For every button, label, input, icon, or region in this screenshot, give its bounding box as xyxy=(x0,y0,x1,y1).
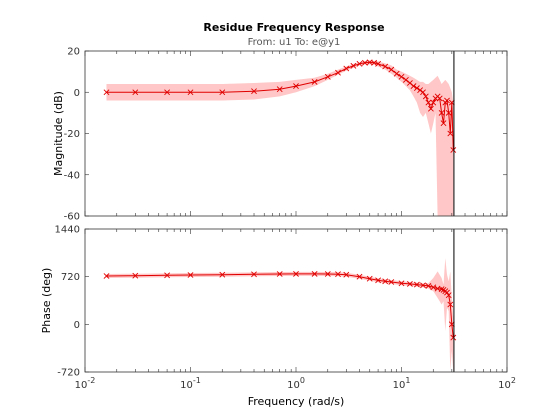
phase-ylabel: Phase (deg) xyxy=(40,268,53,334)
magnitude-ylabel: Magnitude (dB) xyxy=(52,91,65,176)
data-point xyxy=(251,271,257,278)
data-point xyxy=(430,284,437,291)
data-point xyxy=(187,89,194,96)
data-point xyxy=(444,97,450,104)
data-point xyxy=(293,270,299,277)
data-point xyxy=(430,99,437,106)
data-point xyxy=(276,271,283,277)
data-point xyxy=(103,273,110,279)
data-point xyxy=(440,120,447,127)
data-point xyxy=(276,86,283,93)
magnitude-uncertainty-band xyxy=(106,60,454,216)
x-tick-label: 100 xyxy=(287,376,305,391)
data-point xyxy=(335,69,341,76)
y-tick-label: 20 xyxy=(67,47,80,58)
data-point xyxy=(382,63,389,70)
y-tick-label: -720 xyxy=(57,368,80,379)
data-point xyxy=(366,275,373,282)
data-point xyxy=(436,95,443,102)
magnitude-frame xyxy=(84,50,508,217)
data-point xyxy=(413,85,420,92)
data-point xyxy=(356,273,363,280)
data-point xyxy=(413,281,420,288)
data-point xyxy=(402,76,409,83)
data-point xyxy=(425,282,432,289)
data-point xyxy=(444,289,450,296)
data-point xyxy=(335,271,341,278)
data-point xyxy=(393,70,400,77)
data-point xyxy=(324,73,331,80)
y-tick-label: 0 xyxy=(74,320,80,331)
data-point xyxy=(398,73,405,80)
data-point xyxy=(450,147,457,153)
x-tick-label: 10-1 xyxy=(180,376,201,391)
x-tick-label: 101 xyxy=(393,376,411,391)
data-point xyxy=(420,89,426,96)
data-point xyxy=(375,60,382,67)
data-point xyxy=(350,62,357,69)
data-point xyxy=(445,292,452,299)
data-point xyxy=(324,271,331,277)
data-point xyxy=(375,277,382,284)
data-point xyxy=(447,301,454,308)
data-point xyxy=(311,78,318,85)
y-tick-label: 0 xyxy=(74,88,80,99)
phase-trace xyxy=(103,229,457,372)
data-point xyxy=(187,272,194,278)
data-point xyxy=(132,272,139,279)
data-point xyxy=(164,272,171,279)
data-point xyxy=(425,99,432,106)
data-point xyxy=(420,282,426,289)
y-tick-label: 720 xyxy=(61,272,80,283)
data-point xyxy=(427,105,434,112)
data-point xyxy=(361,59,368,66)
x-tick-label: 10-2 xyxy=(75,376,96,391)
data-point xyxy=(311,270,318,277)
data-point xyxy=(410,83,417,90)
data-point xyxy=(406,280,413,287)
uncertainty-band xyxy=(106,60,454,216)
data-point xyxy=(388,279,395,285)
data-point xyxy=(343,271,350,278)
phase-frame xyxy=(84,228,508,373)
y-tick-label: -40 xyxy=(64,170,80,181)
data-point xyxy=(388,66,395,73)
data-point xyxy=(219,89,226,96)
x-tick-label: 102 xyxy=(498,376,516,391)
x-axis-label: Frequency (rad/s) xyxy=(248,395,345,408)
data-point xyxy=(103,89,110,96)
data-point xyxy=(356,60,363,67)
magnitude-trace xyxy=(103,51,457,216)
data-point xyxy=(438,286,445,293)
data-point xyxy=(343,65,350,72)
data-point xyxy=(422,93,429,100)
data-point xyxy=(450,334,457,341)
magnitude-axes: 20 0 -20 -40 -60 Magnitude (dB) xyxy=(52,47,508,223)
chart-subtitle: From: u1 To: e@y1 xyxy=(248,37,341,48)
data-point xyxy=(382,278,389,285)
data-point xyxy=(219,271,226,278)
magnitude-ticks: 20 0 -20 -40 -60 xyxy=(64,47,508,223)
chart-title: Residue Frequency Response xyxy=(203,21,384,34)
data-point xyxy=(417,87,424,94)
data-point xyxy=(438,109,445,116)
y-tick-label: -60 xyxy=(64,212,80,223)
data-point xyxy=(293,83,299,90)
data-point xyxy=(132,89,139,96)
data-point xyxy=(447,130,454,137)
y-tick-label: 1440 xyxy=(55,225,80,236)
y-tick-label: -20 xyxy=(64,129,80,140)
data-point xyxy=(445,109,452,116)
data-point xyxy=(398,280,405,287)
data-point xyxy=(251,88,257,95)
data-point xyxy=(164,89,171,96)
